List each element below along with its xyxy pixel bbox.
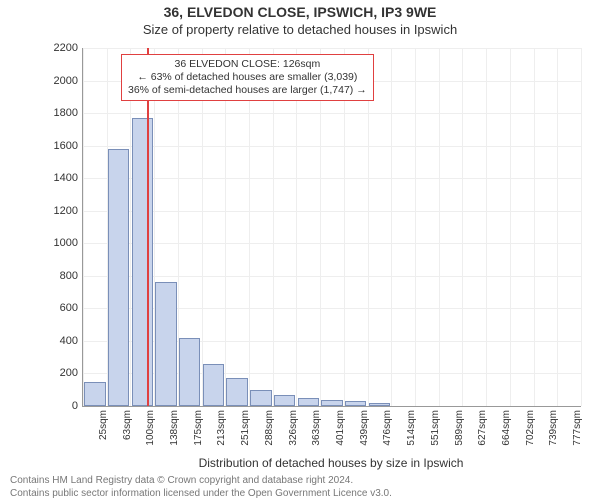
- bar: [203, 364, 224, 406]
- gridline-v: [83, 48, 84, 406]
- gridline-v: [344, 48, 345, 406]
- x-tick-label: 627sqm: [477, 410, 488, 446]
- x-tick-label: 138sqm: [169, 410, 180, 446]
- annotation-line-3: 36% of semi-detached houses are larger (…: [128, 84, 367, 97]
- x-tick-label: 25sqm: [98, 410, 109, 440]
- y-tick-label: 1800: [50, 107, 78, 119]
- x-tick-label: 702sqm: [525, 410, 536, 446]
- y-tick-label: 600: [50, 302, 78, 314]
- x-tick-label: 251sqm: [240, 410, 251, 446]
- gridline-v: [486, 48, 487, 406]
- x-tick-label: 326sqm: [288, 410, 299, 446]
- plot-area: 36 ELVEDON CLOSE: 126sqm ← 63% of detach…: [82, 48, 581, 407]
- footer-line-2: Contains public sector information licen…: [10, 488, 392, 501]
- gridline-h: [83, 146, 581, 147]
- gridline-v: [225, 48, 226, 406]
- bar: [345, 401, 366, 406]
- y-tick-label: 0: [50, 400, 78, 412]
- x-tick-label: 363sqm: [311, 410, 322, 446]
- gridline-h: [83, 276, 581, 277]
- annotation-line-2: ← 63% of detached houses are smaller (3,…: [128, 71, 367, 84]
- bar: [179, 338, 200, 406]
- x-tick-label: 63sqm: [122, 410, 133, 440]
- gridline-h: [83, 243, 581, 244]
- y-tick-label: 1600: [50, 140, 78, 152]
- gridline-v: [557, 48, 558, 406]
- bar: [132, 118, 153, 406]
- gridline-v: [202, 48, 203, 406]
- y-tick-label: 1000: [50, 237, 78, 249]
- gridline-v: [439, 48, 440, 406]
- gridline-h: [83, 178, 581, 179]
- y-tick-label: 200: [50, 367, 78, 379]
- x-tick-label: 476sqm: [382, 410, 393, 446]
- y-tick-label: 800: [50, 270, 78, 282]
- gridline-v: [462, 48, 463, 406]
- bar: [155, 282, 176, 406]
- bar: [250, 390, 271, 406]
- x-tick-label: 439sqm: [359, 410, 370, 446]
- gridline-h: [83, 48, 581, 49]
- x-tick-label: 175sqm: [193, 410, 204, 446]
- bar: [226, 378, 247, 406]
- gridline-v: [510, 48, 511, 406]
- x-tick-label: 401sqm: [335, 410, 346, 446]
- reference-line: [147, 48, 149, 406]
- y-tick-label: 1400: [50, 172, 78, 184]
- x-tick-label: 664sqm: [501, 410, 512, 446]
- page-subtitle: Size of property relative to detached ho…: [0, 22, 600, 37]
- x-tick-label: 514sqm: [406, 410, 417, 446]
- x-tick-label: 288sqm: [264, 410, 275, 446]
- y-tick-label: 2200: [50, 42, 78, 54]
- chart-container: Number of detached properties 36 ELVEDON…: [50, 48, 580, 438]
- x-axis-label: Distribution of detached houses by size …: [82, 456, 580, 470]
- x-tick-label: 739sqm: [548, 410, 559, 446]
- x-tick-label: 551sqm: [430, 410, 441, 446]
- y-tick-label: 2000: [50, 75, 78, 87]
- x-tick-label: 777sqm: [572, 410, 583, 446]
- bar: [298, 398, 319, 406]
- footer-text: Contains HM Land Registry data © Crown c…: [10, 475, 392, 500]
- gridline-v: [249, 48, 250, 406]
- gridline-v: [368, 48, 369, 406]
- x-tick-label: 100sqm: [145, 410, 156, 446]
- bar: [274, 395, 295, 406]
- y-tick-label: 1200: [50, 205, 78, 217]
- gridline-h: [83, 211, 581, 212]
- gridline-v: [581, 48, 582, 406]
- bar: [321, 400, 342, 407]
- gridline-v: [273, 48, 274, 406]
- gridline-v: [320, 48, 321, 406]
- gridline-h: [83, 113, 581, 114]
- gridline-v: [415, 48, 416, 406]
- bar: [369, 403, 390, 406]
- gridline-v: [391, 48, 392, 406]
- page-title: 36, ELVEDON CLOSE, IPSWICH, IP3 9WE: [0, 4, 600, 20]
- y-tick-label: 400: [50, 335, 78, 347]
- x-tick-label: 213sqm: [216, 410, 227, 446]
- gridline-v: [296, 48, 297, 406]
- annotation-box: 36 ELVEDON CLOSE: 126sqm ← 63% of detach…: [121, 54, 374, 101]
- gridline-v: [534, 48, 535, 406]
- footer-line-1: Contains HM Land Registry data © Crown c…: [10, 475, 392, 488]
- x-tick-label: 589sqm: [454, 410, 465, 446]
- bar: [108, 149, 129, 406]
- annotation-line-1: 36 ELVEDON CLOSE: 126sqm: [128, 58, 367, 71]
- bar: [84, 382, 105, 406]
